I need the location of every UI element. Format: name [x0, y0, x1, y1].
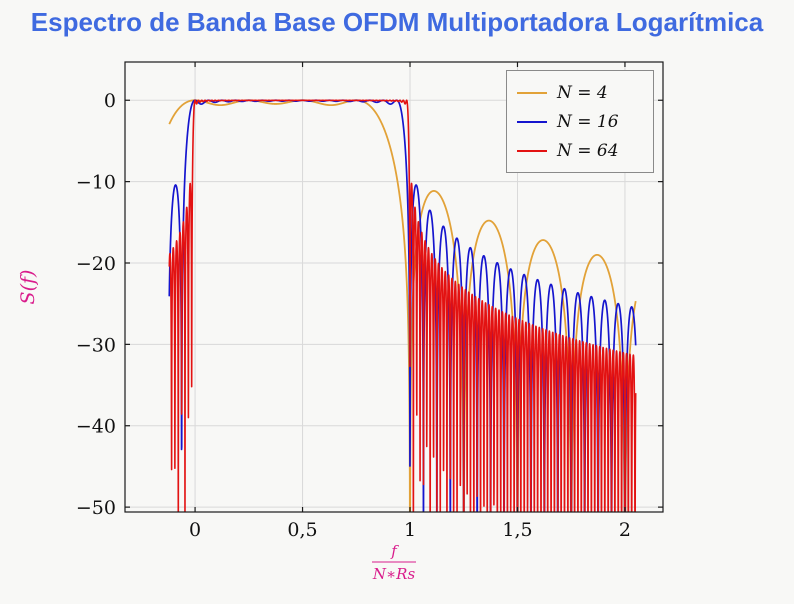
y-tick-label: 0 [104, 90, 116, 112]
legend-line-sample-n4 [517, 91, 547, 94]
x-axis-label-numerator: f [390, 542, 399, 560]
y-tick-label: −20 [76, 253, 116, 275]
legend-item-n64: N = 64 [517, 136, 643, 165]
page-title: Espectro de Banda Base OFDM Multiportado… [30, 7, 764, 37]
x-axis-label-denominator: N∗Rs [372, 565, 416, 583]
y-tick-label: −40 [76, 416, 116, 438]
legend-line-sample-n16 [517, 120, 547, 123]
x-tick-label: 1 [404, 519, 416, 541]
y-tick-label: −10 [76, 172, 116, 194]
x-tick-label: 2 [619, 519, 631, 541]
x-tick-label: 0 [189, 519, 201, 541]
axis-frame [124, 61, 664, 513]
x-tick-label: 0,5 [287, 519, 317, 541]
y-tick-label: −50 [76, 497, 116, 519]
legend-line-sample-n64 [517, 149, 547, 152]
legend-label-n16: N = 16 [557, 111, 619, 132]
series-group [168, 99, 637, 512]
series-line-N=64 [168, 99, 637, 512]
legend-label-n64: N = 64 [557, 140, 619, 161]
legend-item-n16: N = 16 [517, 107, 643, 136]
legend-item-n4: N = 4 [517, 78, 643, 107]
x-tick-label: 1,5 [502, 519, 532, 541]
y-axis-label: S(f) [17, 270, 39, 305]
legend-label-n4: N = 4 [557, 82, 608, 103]
legend: N = 4 N = 16 N = 64 [506, 70, 654, 173]
y-tick-label: −30 [76, 334, 116, 356]
